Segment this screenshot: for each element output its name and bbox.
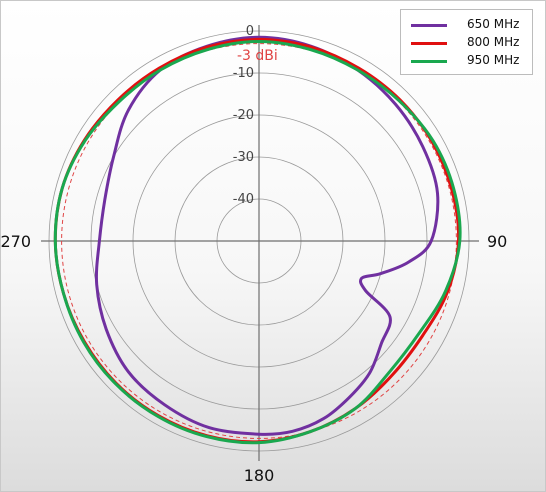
angle-label-180: 180	[244, 466, 275, 485]
radial-tick-label-3: -30	[233, 150, 254, 165]
legend-swatch-800	[411, 42, 447, 45]
legend-label-800: 800 MHz	[467, 35, 520, 49]
legend-swatch-650	[411, 24, 447, 27]
radial-tick-label-0: 0	[246, 24, 254, 39]
legend-item-950: 950 MHz	[411, 52, 529, 70]
legend-swatch-950	[411, 60, 447, 63]
series-line-0	[94, 35, 440, 436]
reference-circle	[61, 43, 457, 439]
legend: 650 MHz 800 MHz 950 MHz	[400, 9, 533, 75]
radial-tick-label-4: -40	[233, 192, 254, 207]
legend-label-650: 650 MHz	[467, 17, 520, 31]
legend-item-650: 650 MHz	[411, 16, 529, 34]
radial-tick-label-1: -10	[233, 66, 254, 81]
radial-tick-label-2: -20	[233, 108, 254, 123]
series-line-2	[53, 40, 462, 445]
reference-label: -3 dBi	[237, 48, 278, 64]
angle-label-270: 270	[1, 232, 31, 251]
angle-label-90: 90	[487, 232, 507, 251]
legend-item-800: 800 MHz	[411, 34, 529, 52]
legend-label-950: 950 MHz	[467, 53, 520, 67]
